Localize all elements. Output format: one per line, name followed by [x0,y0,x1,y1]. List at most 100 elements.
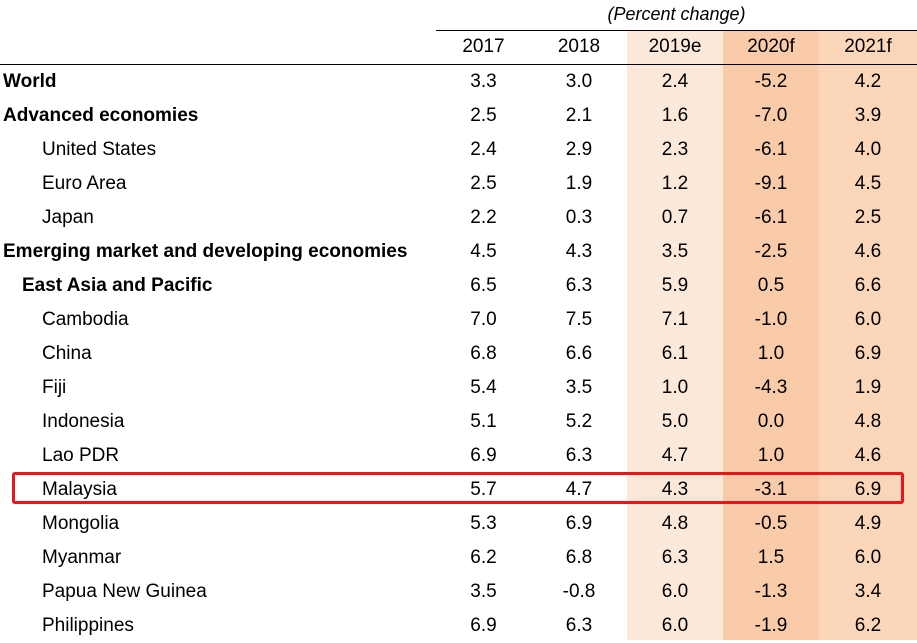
header-top-rule [436,30,917,31]
table-row-emerging-market-and-developing-economies: Emerging market and developing economies… [0,235,917,269]
row-label: World [3,71,57,92]
cell-2018: 0.3 [565,207,593,228]
cell-2021f: 3.9 [854,105,882,126]
cell-2017: 5.7 [470,479,497,500]
header-bottom-rule [0,64,917,65]
cell-2019e: 7.1 [661,309,689,330]
cell-2017: 6.9 [470,615,497,636]
cell-2018: 6.3 [565,445,593,466]
cell-2020f: 0.0 [757,411,785,432]
cell-2021f: 6.9 [854,479,882,500]
cell-2019e: 2.3 [661,139,689,160]
cell-2021f: 2.5 [854,207,882,228]
table-row-myanmar: Myanmar 6.2 6.8 6.3 1.5 6.0 [0,541,917,575]
cell-2017: 4.5 [470,241,497,262]
cell-2017: 6.2 [470,547,497,568]
table-header: 2017 2018 2019e 2020f 2021f [0,30,917,64]
row-label: East Asia and Pacific [22,275,213,296]
cell-2021f: 1.9 [854,377,882,398]
cell-2019e: 5.9 [661,275,689,296]
cell-2021f: 4.9 [854,513,882,534]
column-header-2017: 2017 [462,36,505,57]
cell-2019e: 2.4 [661,71,689,92]
cell-2017: 5.4 [470,377,497,398]
cell-2019e: 6.3 [661,547,689,568]
cell-2021f: 4.2 [854,71,882,92]
row-label: Indonesia [42,411,125,432]
cell-2018: 6.6 [565,343,593,364]
row-label: Advanced economies [3,105,199,126]
cell-2018: 6.9 [565,513,593,534]
table-row-world: World 3.3 3.0 2.4 -5.2 4.2 [0,65,917,99]
row-label: Emerging market and developing economies [3,241,408,262]
cell-2017: 7.0 [470,309,497,330]
column-header-2020f: 2020f [747,36,795,57]
table-row-lao-pdr: Lao PDR 6.9 6.3 4.7 1.0 4.6 [0,439,917,473]
cell-2021f: 6.2 [854,615,882,636]
cell-2021f: 4.8 [854,411,882,432]
cell-2020f: -2.5 [754,241,788,262]
table-row-cambodia: Cambodia 7.0 7.5 7.1 -1.0 6.0 [0,303,917,337]
table-body: World 3.3 3.0 2.4 -5.2 4.2 Advanced economies 2… [0,65,917,643]
table-row-malaysia: Malaysia 5.7 4.7 4.3 -3.1 6.9 [0,473,917,507]
cell-2021f: 4.5 [854,173,882,194]
cell-2019e: 6.0 [661,615,689,636]
table-row-east-asia-and-pacific: East Asia and Pacific 6.5 6.3 5.9 0.5 6.6 [0,269,917,303]
cell-2020f: -1.3 [754,581,788,602]
cell-2020f: -1.0 [754,309,788,330]
cell-2018: 6.8 [565,547,593,568]
cell-2020f: 0.5 [757,275,785,296]
cell-2018: 2.1 [565,105,593,126]
cell-2020f: -9.1 [754,173,788,194]
cell-2020f: 1.0 [757,343,785,364]
cell-2018: 6.3 [565,615,593,636]
cell-2020f: -4.3 [754,377,788,398]
cell-2017: 2.5 [470,173,497,194]
cell-2021f: 4.0 [854,139,882,160]
cell-2018: 6.3 [565,275,593,296]
cell-2020f: -5.2 [754,71,788,92]
cell-2021f: 6.9 [854,343,882,364]
row-label: China [42,343,92,364]
cell-2019e: 4.7 [661,445,689,466]
table-subtitle: (Percent change) [607,4,746,24]
malaysia-highlight-box [12,472,904,504]
table-row-indonesia: Indonesia 5.1 5.2 5.0 0.0 4.8 [0,405,917,439]
table-row-mongolia: Mongolia 5.3 6.9 4.8 -0.5 4.9 [0,507,917,541]
cell-2018: 3.0 [565,71,593,92]
cell-2019e: 5.0 [661,411,689,432]
column-header-2019e: 2019e [648,36,702,57]
cell-2019e: 1.2 [661,173,689,194]
cell-2017: 6.5 [470,275,497,296]
cell-2018: 4.7 [565,479,593,500]
cell-2017: 5.3 [470,513,497,534]
cell-2018: 5.2 [565,411,593,432]
row-label: Cambodia [42,309,129,330]
table-row-fiji: Fiji 5.4 3.5 1.0 -4.3 1.9 [0,371,917,405]
row-label: United States [42,139,157,160]
cell-2019e: 1.0 [661,377,689,398]
row-label: Euro Area [42,173,127,194]
table-row-china: China 6.8 6.6 6.1 1.0 6.9 [0,337,917,371]
row-label: Papua New Guinea [42,581,207,602]
table-row-papua-new-guinea: Papua New Guinea 3.5 -0.8 6.0 -1.3 3.4 [0,575,917,609]
cell-2020f: -7.0 [754,105,788,126]
row-label: Japan [42,207,94,228]
cell-2020f: -6.1 [754,207,788,228]
row-label: Fiji [42,377,67,398]
cell-2021f: 4.6 [854,241,882,262]
table-row-euro-area: Euro Area 2.5 1.9 1.2 -9.1 4.5 [0,167,917,201]
cell-2019e: 4.3 [661,479,689,500]
column-band-2019e [627,30,723,640]
cell-2019e: 3.5 [661,241,689,262]
cell-2017: 3.5 [470,581,497,602]
table-row-japan: Japan 2.2 0.3 0.7 -6.1 2.5 [0,201,917,235]
cell-2018: 3.5 [565,377,593,398]
row-label: Myanmar [42,547,122,568]
cell-2018: 4.3 [565,241,593,262]
cell-2018: -0.8 [562,581,596,602]
cell-2020f: -6.1 [754,139,788,160]
cell-2019e: 1.6 [661,105,689,126]
cell-2017: 3.3 [470,71,497,92]
cell-2020f: -3.1 [754,479,788,500]
